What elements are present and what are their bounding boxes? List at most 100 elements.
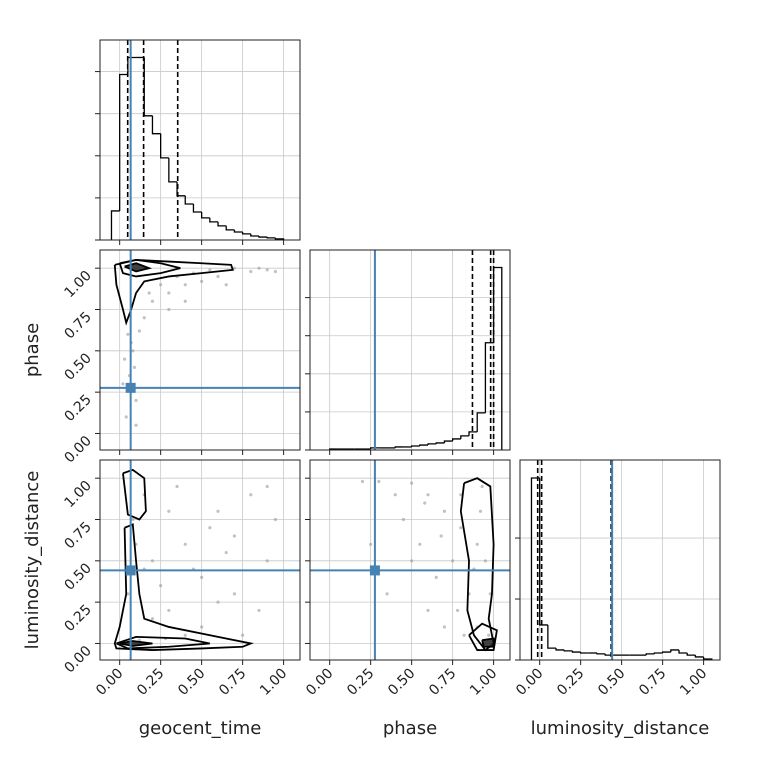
histogram-bin [492,266,503,450]
histogram-bin [661,651,671,653]
panel: 0.00 0.25 0.50 0.75 1.000.000.250.500.751.00… [22,459,301,739]
sample-point [257,608,261,613]
sample-point [426,493,430,497]
sample-point [369,542,373,546]
histogram-bin [451,438,461,442]
histogram-bin [143,57,153,117]
sample-point [232,534,237,538]
sample-point [249,493,253,497]
histogram-bin [443,440,453,443]
histogram-bin [233,229,243,233]
contour [459,477,495,652]
sample-point [167,608,171,613]
sample-point [167,509,171,513]
y-tick-label: 0.25 [61,602,94,635]
sample-point [131,349,135,353]
histogram-bin [119,73,128,211]
sample-point [232,266,237,270]
histogram-bin [571,650,581,653]
sample-point [401,517,406,522]
sample-point [426,608,430,613]
sample-point [439,534,443,538]
histogram-bin [168,157,178,183]
sample-point [434,575,438,579]
y-tick-label: 0.00 [61,643,94,676]
panel-frame [309,459,511,661]
sample-point [132,365,137,369]
histogram-bin [217,221,227,227]
sample-point [122,357,127,361]
sample-point [249,269,253,274]
sample-point [216,274,220,279]
histogram-bin [225,225,235,231]
sample-point [360,479,365,484]
histogram-bin [653,652,663,654]
histogram-bin [394,446,404,448]
contour [118,259,181,278]
sample-point [241,633,245,637]
panel-frame [519,459,721,661]
y-tick-label: 1.00 [61,478,94,511]
sample-point [167,291,171,295]
sample-point [273,269,278,274]
sample-point [418,542,422,546]
sample-point [478,509,483,513]
x-axis-label: luminosity_distance [531,718,710,739]
sample-point [459,493,463,497]
sample-point [126,332,130,336]
sample-point [265,484,269,489]
sample-point [265,559,269,563]
x-tick-label: 0.25 [344,666,377,699]
x-tick-label: 0.75 [426,666,459,699]
histogram-bin [547,624,557,649]
truth-marker [125,382,136,393]
sample-point [410,481,414,485]
panel-frame [309,249,511,451]
sample-point [385,592,389,596]
y-tick-label: 0.00 [61,433,94,466]
sample-point [377,479,381,484]
sample-point [442,509,447,513]
histogram-bin [686,652,696,656]
sample-point [423,501,427,505]
panel-frame [99,39,301,241]
x-tick-label: 0.50 [175,666,208,699]
y-axis-label: luminosity_distance [22,471,43,650]
sample-point [265,268,269,272]
sample-point [257,266,261,270]
panel [305,249,511,455]
histogram-bin [184,195,194,205]
sample-point [410,559,414,563]
sample-point [200,625,204,629]
sample-point [487,633,491,637]
sample-point [137,329,141,333]
histogram-bin [209,217,219,223]
histogram-bin [596,652,606,655]
sample-point [131,517,135,522]
histogram-bin [484,342,494,413]
sample-point [232,592,237,596]
sample-point [150,559,155,563]
sample-point [183,633,187,637]
histogram-bin [427,443,437,446]
sample-point [142,316,146,320]
sample-point [475,542,479,546]
x-tick-label: 0.00 [513,666,546,699]
y-tick-label: 0.75 [61,519,94,552]
histogram-bin [419,444,429,446]
truth-marker [369,565,380,576]
histogram-bin [468,431,478,436]
sample-point [159,584,163,588]
x-tick-label: 1.00 [467,666,500,699]
x-tick-label: 0.75 [216,666,249,699]
x-tick-label: 0.25 [554,666,587,699]
histogram-bin [435,442,445,444]
histogram-bin [678,649,688,654]
sample-point [150,617,155,621]
sample-point [200,279,204,284]
x-axis-label: phase [383,718,437,739]
x-axis-label: geocent_time [139,718,262,739]
